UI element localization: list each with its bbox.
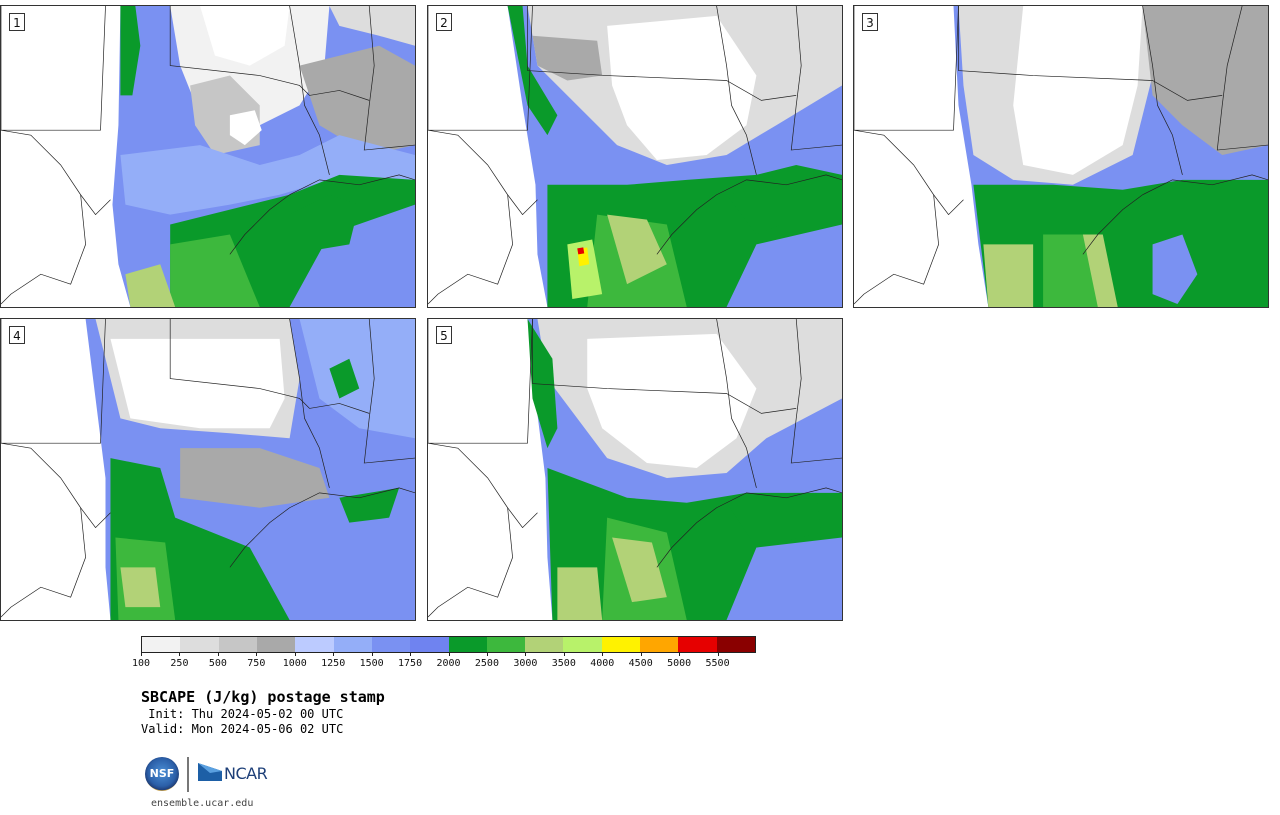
colorbar-swatch <box>333 637 372 652</box>
ncar-mark-icon <box>198 763 222 781</box>
colorbar-tick-mark <box>679 652 681 656</box>
map-graphic <box>1 319 415 620</box>
colorbar-tick-label: 1500 <box>359 658 384 669</box>
map-graphic <box>1 6 415 307</box>
colorbar-tick-label: 3500 <box>551 658 576 669</box>
colorbar-tick-mark <box>371 652 373 656</box>
colorbar-tick-label: 750 <box>247 658 266 669</box>
colorbar-tick-label: 250 <box>170 658 189 669</box>
colorbar-tick-label: 1000 <box>282 658 307 669</box>
colorbar-tick-label: 2500 <box>474 658 499 669</box>
colorbar-tick-labels: 100 250 500 750 1000 1250 1500 1750 2000 2500 3000… <box>132 658 756 672</box>
footer-url: ensemble.ucar.edu <box>151 798 254 809</box>
colorbar-tick-label: 500 <box>208 658 227 669</box>
map-graphic <box>854 6 1268 307</box>
panel-number: 3 <box>862 13 878 31</box>
plot-title: SBCAPE (J/kg) postage stamp <box>141 688 385 706</box>
colorbar-tick-mark <box>256 652 258 656</box>
sponsor-logos: NSF NCAR <box>145 757 285 793</box>
init-time: Init: Thu 2024-05-02 00 UTC <box>141 707 344 721</box>
logo-divider <box>187 757 189 792</box>
map-graphic <box>428 6 842 307</box>
colorbar-swatch <box>295 637 334 652</box>
colorbar-tick-mark <box>525 652 527 656</box>
colorbar-tick-mark <box>179 652 181 656</box>
nsf-logo: NSF <box>145 757 179 791</box>
colorbar-tick-label: 100 <box>131 658 151 669</box>
colorbar-swatch <box>525 637 564 652</box>
colorbar-swatch <box>218 637 257 652</box>
colorbar-swatch <box>180 637 219 652</box>
colorbar-tick-mark <box>717 652 719 656</box>
colorbar-tick-mark <box>333 652 335 656</box>
colorbar-tick-mark <box>486 652 488 656</box>
colorbar <box>141 636 756 653</box>
colorbar-tick-label: 5000 <box>667 658 692 669</box>
colorbar-swatch <box>486 637 526 652</box>
colorbar-tick-mark <box>448 652 450 656</box>
colorbar-swatch <box>371 637 411 652</box>
colorbar-tick-label: 3000 <box>513 658 538 669</box>
panel-number: 1 <box>9 13 25 31</box>
colorbar-tick-label: 4000 <box>590 658 615 669</box>
colorbar-swatch <box>256 637 296 652</box>
ensemble-member-map-3: 3 <box>853 5 1269 308</box>
panel-number: 2 <box>436 13 452 31</box>
panel-number: 4 <box>9 326 25 344</box>
colorbar-swatch <box>601 637 641 652</box>
colorbar-swatch <box>142 637 181 652</box>
colorbar-tick-mark <box>217 652 219 656</box>
colorbar-swatch <box>410 637 449 652</box>
ncar-logo: NCAR <box>224 764 268 783</box>
ensemble-member-map-5: 5 <box>427 318 843 621</box>
colorbar-tick-mark <box>294 652 296 656</box>
colorbar-tick-mark <box>563 652 565 656</box>
colorbar-swatch <box>563 637 602 652</box>
colorbar-swatch <box>448 637 487 652</box>
ensemble-member-map-2: 2 <box>427 5 843 308</box>
colorbar-tick-label: 5500 <box>705 658 730 669</box>
panel-number: 5 <box>436 326 452 344</box>
colorbar-tick-mark <box>602 652 604 656</box>
colorbar-tick-label: 1250 <box>321 658 346 669</box>
colorbar-tick-mark <box>410 652 412 656</box>
colorbar-tick-mark <box>141 652 142 656</box>
colorbar-tick-label: 4500 <box>628 658 653 669</box>
colorbar-tick-mark <box>640 652 642 656</box>
map-graphic <box>428 319 842 620</box>
colorbar-swatch <box>716 637 755 652</box>
valid-time: Valid: Mon 2024-05-06 02 UTC <box>141 722 344 736</box>
colorbar-swatch <box>678 637 717 652</box>
colorbar-tick-label: 1750 <box>398 658 423 669</box>
colorbar-swatch <box>640 637 679 652</box>
colorbar-tick-label: 2000 <box>436 658 461 669</box>
ensemble-member-map-4: 4 <box>0 318 416 621</box>
ensemble-member-map-1: 1 <box>0 5 416 308</box>
